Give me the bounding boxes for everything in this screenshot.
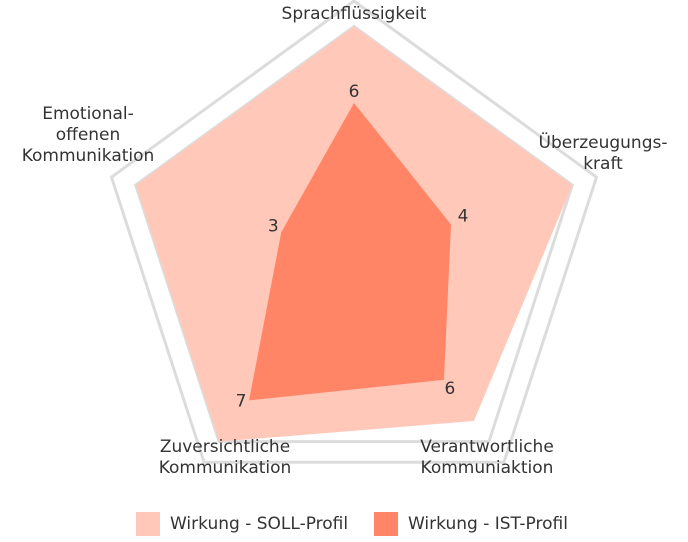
value-label-3: 7 [236, 391, 247, 411]
axis-label-4-line-2: Kommunikation [22, 146, 155, 166]
axis-label-3-line-0: Zuversichtliche [160, 437, 290, 457]
axis-label-2: Verantwortliche Kommuniaktion [420, 437, 554, 478]
legend-item-ist[interactable]: Wirkung - IST-Profil [374, 512, 568, 536]
legend-label-soll: Wirkung - SOLL-Profil [170, 514, 349, 534]
axis-label-3: Zuversichtliche Kommunikation [159, 437, 292, 478]
axis-labels: Sprachflüssigkeit Überzeugungs-kraft Veran… [22, 4, 668, 478]
legend-swatch-ist [374, 512, 398, 536]
value-labels: 6 4 6 7 3 [236, 82, 469, 411]
value-label-1: 4 [458, 206, 469, 226]
value-label-2: 6 [445, 379, 456, 399]
legend-swatch-soll [136, 512, 160, 536]
legend-label-ist: Wirkung - IST-Profil [408, 514, 568, 534]
radar-series [135, 26, 573, 442]
grid-ring-10 [109, 0, 599, 464]
value-label-4: 3 [268, 216, 279, 236]
value-label-0: 6 [349, 82, 360, 102]
axis-label-4-line-0: Emotional- [42, 104, 134, 124]
legend-item-soll[interactable]: Wirkung - SOLL-Profil [136, 512, 348, 536]
radar-chart: 6 4 6 7 3 Sprachflüssigkeit Überzeugungs-kraf… [22, 0, 668, 478]
axis-label-2-line-0: Verantwortliche [420, 437, 554, 457]
axis-label-2-line-1: Kommuniaktion [421, 458, 554, 478]
legend: Wirkung - SOLL-Profil Wirkung - IST-Prof… [0, 512, 688, 542]
axis-label-1-line-0: Überzeugungs- [539, 131, 668, 153]
axis-label-4: Emotional-offenen Kommunikation [22, 104, 155, 166]
axis-label-1-line-1: kraft [583, 154, 623, 174]
axis-label-1: Überzeugungs-kraft [539, 131, 668, 174]
axis-label-0: Sprachflüssigkeit [282, 4, 427, 24]
axis-label-3-line-1: Kommunikation [159, 458, 292, 478]
axis-label-0-line-0: Sprachflüssigkeit [282, 4, 427, 24]
axis-label-4-line-1: offenen [56, 125, 121, 145]
series-area-ist [249, 103, 452, 401]
